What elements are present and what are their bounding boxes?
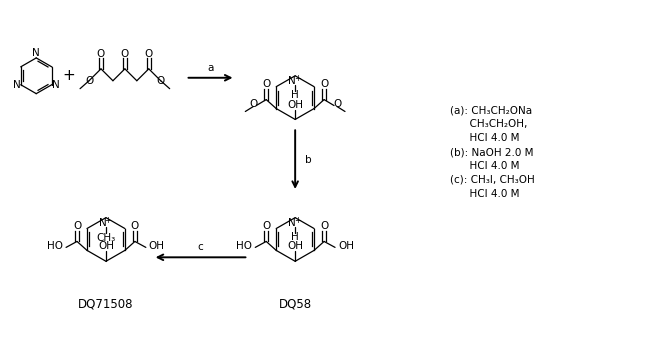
Text: HCl 4.0 M: HCl 4.0 M xyxy=(450,133,519,143)
Text: (a): CH₃CH₂ONa: (a): CH₃CH₂ONa xyxy=(450,106,531,116)
Text: HCl 4.0 M: HCl 4.0 M xyxy=(450,161,519,171)
Text: OH: OH xyxy=(287,241,303,252)
Text: OH: OH xyxy=(338,241,354,252)
Text: N: N xyxy=(13,80,21,90)
Text: O: O xyxy=(73,221,81,231)
Text: N: N xyxy=(99,218,107,228)
Text: CH₃CH₂OH,: CH₃CH₂OH, xyxy=(450,119,527,129)
Text: N: N xyxy=(33,48,40,58)
Text: HO: HO xyxy=(47,241,63,252)
Text: H: H xyxy=(291,233,299,243)
Text: DQ58: DQ58 xyxy=(278,297,312,310)
Text: +: + xyxy=(294,216,300,225)
Text: CH₃: CH₃ xyxy=(97,234,116,244)
Text: +: + xyxy=(294,74,300,83)
Text: N: N xyxy=(288,76,296,86)
Text: HCl 4.0 M: HCl 4.0 M xyxy=(450,189,519,199)
Text: O: O xyxy=(249,99,257,109)
Text: O: O xyxy=(157,76,165,86)
Text: HO: HO xyxy=(236,241,252,252)
Text: O: O xyxy=(262,79,270,89)
Text: O: O xyxy=(121,49,129,59)
Text: O: O xyxy=(320,79,328,89)
Text: (c): CH₃I, CH₃OH: (c): CH₃I, CH₃OH xyxy=(450,175,534,185)
Text: H: H xyxy=(291,90,299,100)
Text: OH: OH xyxy=(149,241,165,252)
Text: O: O xyxy=(131,221,139,231)
Text: DQ71508: DQ71508 xyxy=(78,297,134,310)
Text: c: c xyxy=(198,243,203,253)
Text: O: O xyxy=(333,99,341,109)
Text: O: O xyxy=(85,76,93,86)
Text: OH: OH xyxy=(287,100,303,110)
Text: N: N xyxy=(52,80,60,90)
Text: (b): NaOH 2.0 M: (b): NaOH 2.0 M xyxy=(450,147,533,157)
Text: O: O xyxy=(320,221,328,231)
Text: N: N xyxy=(288,218,296,228)
Text: O: O xyxy=(262,221,270,231)
Text: a: a xyxy=(207,63,214,73)
Text: O: O xyxy=(97,49,105,59)
Text: +: + xyxy=(105,216,111,225)
Text: OH: OH xyxy=(98,241,114,252)
Text: b: b xyxy=(305,155,312,165)
Text: O: O xyxy=(145,49,153,59)
Text: +: + xyxy=(63,68,75,83)
